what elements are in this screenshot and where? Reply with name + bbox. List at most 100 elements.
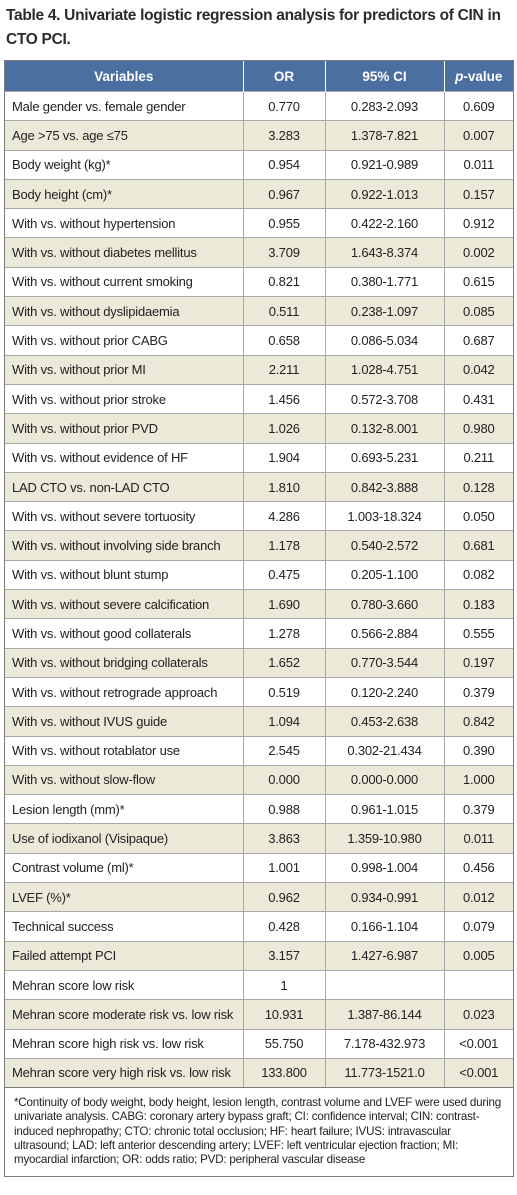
cell-variable: Lesion length (mm)* <box>5 794 243 824</box>
cell-variable: With vs. without slow-flow <box>5 764 243 795</box>
table-row: Body weight (kg)* 0.954 0.921-0.989 0.011 <box>5 149 513 180</box>
cell-variable: Mehran score very high risk vs. low risk <box>5 1057 243 1088</box>
cell-or: 0.519 <box>242 676 325 707</box>
cell-or: 1.001 <box>242 852 325 883</box>
cell-ci: 0.934-0.991 <box>324 882 444 912</box>
table-footnote: *Continuity of body weight, body height,… <box>5 1087 513 1176</box>
cell-ci: 1.643-8.374 <box>324 237 444 268</box>
table-row: With vs. without bridging collaterals 1.6… <box>5 647 513 678</box>
cell-ci: 0.566-2.884 <box>324 618 444 649</box>
cell-pvalue: 0.011 <box>443 149 513 180</box>
cell-pvalue: 0.079 <box>443 911 513 942</box>
cell-ci: 0.572-3.708 <box>324 383 444 414</box>
cell-ci: 0.922-1.013 <box>324 178 444 209</box>
cell-ci: 0.693-5.231 <box>324 442 444 473</box>
header-pvalue: p-value <box>443 61 513 92</box>
cell-pvalue: 0.390 <box>443 735 513 766</box>
cell-or: 0.967 <box>242 178 325 209</box>
cell-or: 0.475 <box>242 559 325 590</box>
cell-ci: 0.086-5.034 <box>324 325 444 356</box>
table-row: Mehran score moderate risk vs. low risk 1… <box>5 999 513 1029</box>
cell-ci: 0.000-0.000 <box>324 764 444 795</box>
table-row: With vs. without rotablator use 2.545 0.30… <box>5 735 513 766</box>
cell-or: 3.709 <box>242 237 325 268</box>
cell-variable: With vs. without prior CABG <box>5 325 243 356</box>
table-row: With vs. without IVUS guide 1.094 0.453-2.… <box>5 706 513 737</box>
cell-variable: With vs. without bridging collaterals <box>5 647 243 678</box>
cell-ci: 0.780-3.660 <box>324 589 444 619</box>
cell-ci: 1.378-7.821 <box>324 120 444 151</box>
cell-or: 0.821 <box>242 266 325 297</box>
table-row: LAD CTO vs. non-LAD CTO 1.810 0.842-3.888 0… <box>5 471 513 502</box>
cell-ci: 0.961-1.015 <box>324 794 444 824</box>
cell-pvalue: 0.005 <box>443 940 513 971</box>
cell-ci: 0.921-0.989 <box>324 149 444 180</box>
cell-or: 1.652 <box>242 647 325 678</box>
cell-or: 0.428 <box>242 911 325 942</box>
cell-pvalue: 0.456 <box>443 852 513 883</box>
cell-variable: Body weight (kg)* <box>5 149 243 180</box>
cell-or: 1.690 <box>242 589 325 619</box>
cell-pvalue: 0.379 <box>443 676 513 707</box>
cell-variable: Failed attempt PCI <box>5 940 243 971</box>
cell-ci: 0.770-3.544 <box>324 647 444 678</box>
cell-pvalue: 0.042 <box>443 354 513 385</box>
cell-or: 1 <box>242 969 325 1000</box>
cell-variable: With vs. without prior MI <box>5 354 243 385</box>
table-row: With vs. without current smoking 0.821 0.3… <box>5 266 513 297</box>
cell-or: 0.658 <box>242 325 325 356</box>
cell-pvalue: 0.007 <box>443 120 513 151</box>
cell-variable: With vs. without severe calcification <box>5 589 243 619</box>
cell-pvalue: 0.431 <box>443 383 513 414</box>
cell-pvalue: <0.001 <box>443 1028 513 1059</box>
cell-ci: 1.028-4.751 <box>324 354 444 385</box>
table-row: Mehran score high risk vs. low risk 55.75… <box>5 1028 513 1059</box>
cell-variable: With vs. without severe tortuosity <box>5 501 243 531</box>
table-row: Failed attempt PCI 3.157 1.427-6.987 0.005 <box>5 940 513 971</box>
cell-variable: Mehran score high risk vs. low risk <box>5 1028 243 1059</box>
cell-or: 1.094 <box>242 706 325 737</box>
cell-pvalue: 0.609 <box>443 90 513 121</box>
table-row: With vs. without slow-flow 0.000 0.000-0.0… <box>5 764 513 795</box>
cell-variable: With vs. without diabetes mellitus <box>5 237 243 268</box>
cell-ci: 11.773-1521.0 <box>324 1057 444 1088</box>
table-row: With vs. without hypertension 0.955 0.422-… <box>5 208 513 238</box>
cell-variable: With vs. without involving side branch <box>5 530 243 561</box>
cell-pvalue: 0.912 <box>443 208 513 238</box>
cell-pvalue: 0.023 <box>443 999 513 1029</box>
cell-pvalue: 0.011 <box>443 823 513 854</box>
cell-variable: With vs. without IVUS guide <box>5 706 243 737</box>
cell-variable: With vs. without prior PVD <box>5 413 243 444</box>
cell-variable: LVEF (%)* <box>5 882 243 912</box>
table-row: Male gender vs. female gender 0.770 0.283-… <box>5 90 513 121</box>
cell-variable: With vs. without current smoking <box>5 266 243 297</box>
cell-variable: Technical success <box>5 911 243 942</box>
cell-variable: With vs. without retrograde approach <box>5 676 243 707</box>
cell-or: 1.178 <box>242 530 325 561</box>
cell-pvalue: 0.050 <box>443 501 513 531</box>
cell-pvalue <box>443 969 513 1000</box>
cell-or: 0.955 <box>242 208 325 238</box>
cell-or: 0.511 <box>242 296 325 326</box>
cell-or: 2.545 <box>242 735 325 766</box>
cell-pvalue: 0.012 <box>443 882 513 912</box>
cell-variable: Body height (cm)* <box>5 178 243 209</box>
cell-pvalue: 0.687 <box>443 325 513 356</box>
table-row: Age >75 vs. age ≤75 3.283 1.378-7.821 0.007 <box>5 120 513 151</box>
cell-or: 1.026 <box>242 413 325 444</box>
cell-variable: With vs. without rotablator use <box>5 735 243 766</box>
cell-or: 0.962 <box>242 882 325 912</box>
cell-pvalue: 0.615 <box>443 266 513 297</box>
cell-ci: 0.998-1.004 <box>324 852 444 883</box>
table-row: Use of iodixanol (Visipaque) 3.863 1.359-1… <box>5 823 513 854</box>
header-variables: Variables <box>5 61 243 92</box>
cell-ci: 1.003-18.324 <box>324 501 444 531</box>
table-row: With vs. without blunt stump 0.475 0.205-1… <box>5 559 513 590</box>
cell-pvalue: 0.842 <box>443 706 513 737</box>
cell-variable: With vs. without evidence of HF <box>5 442 243 473</box>
cell-pvalue: 0.128 <box>443 471 513 502</box>
cell-or: 3.157 <box>242 940 325 971</box>
cell-or: 4.286 <box>242 501 325 531</box>
cell-variable: Mehran score moderate risk vs. low risk <box>5 999 243 1029</box>
cell-variable: With vs. without blunt stump <box>5 559 243 590</box>
